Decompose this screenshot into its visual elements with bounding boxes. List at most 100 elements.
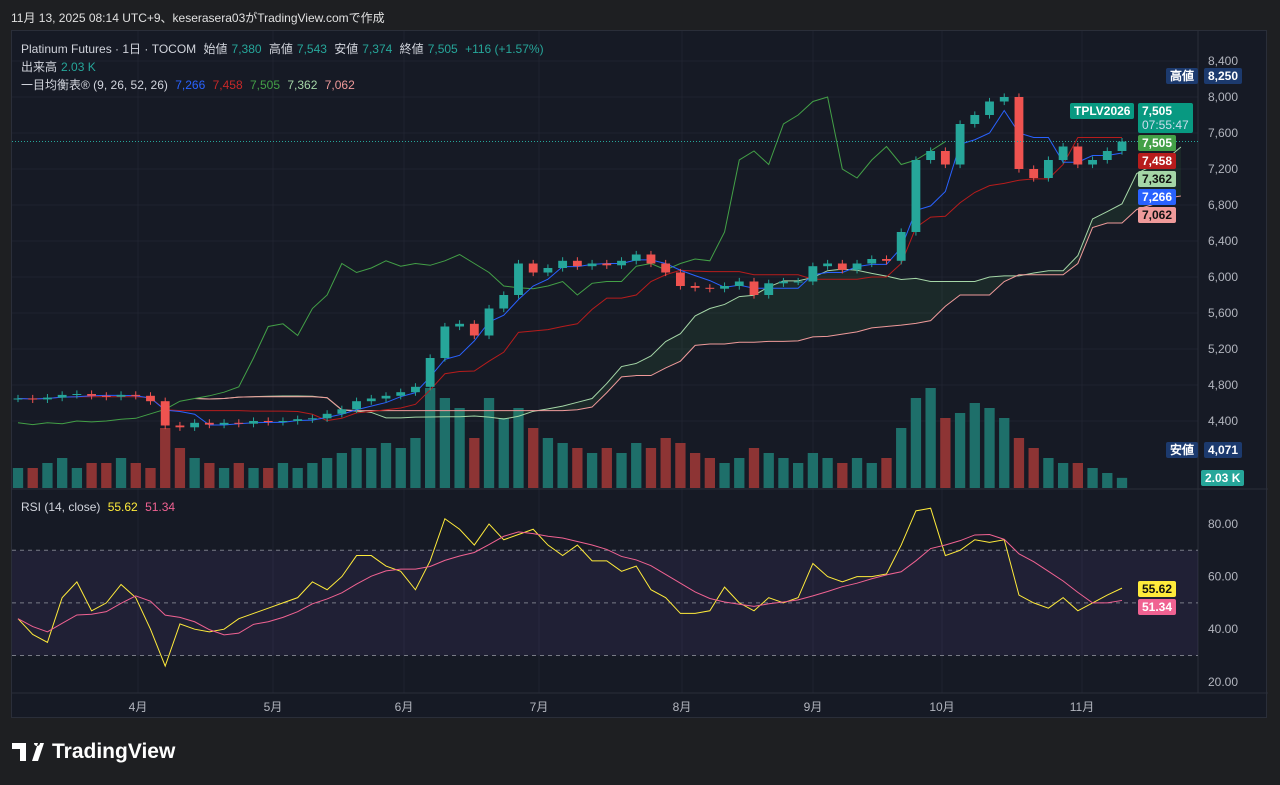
kijun-sen-line (17, 137, 1122, 422)
candle-body (116, 394, 126, 397)
volume-bar (204, 463, 215, 488)
volume-bar (130, 463, 141, 488)
volume-bar (734, 458, 745, 488)
rsi-tag: 55.62 (1138, 581, 1177, 597)
volume-bar (189, 458, 200, 488)
candle-body (587, 263, 597, 267)
volume-bar (675, 443, 686, 488)
volume-bar (1057, 463, 1069, 488)
candle-body (366, 398, 376, 402)
bar-countdown: 07:55:47 (1142, 118, 1189, 132)
volume-label[interactable]: 出来高 (21, 60, 58, 74)
volume-bar (57, 458, 68, 488)
volume-bar (469, 438, 480, 488)
tenkan-tag: 7,266 (1138, 189, 1177, 205)
candle-body (425, 358, 435, 387)
candle-body (631, 254, 641, 261)
time-tick-label: 11月 (1070, 700, 1094, 714)
time-tick-label: 4月 (129, 700, 148, 714)
candle-body (469, 323, 479, 336)
time-tick-label: 6月 (395, 700, 414, 714)
volume-bar (660, 438, 671, 488)
kijun-value: 7,458 (212, 78, 243, 92)
volume-bar (292, 468, 303, 488)
chart-panel[interactable]: 8,400 8,000 7,600 7,200 6,800 6,400 6,000 5,600… (11, 30, 1268, 719)
candle-body (1014, 97, 1024, 169)
chikou-tag: 7,505 (1138, 135, 1177, 151)
volume-bar (513, 408, 524, 488)
candle-body (970, 115, 980, 124)
candle-body (867, 259, 877, 264)
volume-bar (719, 463, 730, 488)
tradingview-logo-icon (12, 743, 44, 761)
candle-body (131, 394, 141, 396)
tradingview-logo[interactable]: TradingView (12, 740, 175, 764)
volume-value: 2.03 K (61, 60, 96, 74)
volume-bar (748, 448, 760, 488)
symbol-title[interactable]: Platinum Futures · 1日 · TOCOM (21, 42, 197, 56)
low-value: 7,374 (362, 42, 393, 56)
open-label: 始値 (203, 42, 228, 56)
candle-body (381, 395, 391, 399)
candle-body (837, 263, 847, 270)
volume-bar (483, 398, 495, 488)
volume-bar (601, 448, 612, 488)
candle-body (175, 425, 185, 428)
senkou-span-b-line (194, 195, 1181, 412)
close-value: 7,505 (427, 42, 458, 56)
chart-canvas[interactable]: 8,400 8,000 7,600 7,200 6,800 6,400 6,000 5,600… (12, 31, 1268, 719)
span-b-tag: 7,062 (1138, 207, 1177, 223)
volume-bar (454, 408, 465, 488)
candle-body (999, 97, 1009, 102)
candle-body (263, 421, 273, 422)
volume-bar (778, 458, 789, 488)
candle-body (1117, 141, 1127, 151)
volume-bar (380, 443, 392, 488)
rsi-tick-label: 80.00 (1208, 517, 1238, 531)
candle-body (352, 401, 361, 410)
candle-body (234, 422, 244, 424)
rsi-tick-label: 20.00 (1208, 675, 1238, 689)
candle-body (396, 392, 406, 396)
low-tag: 4,071 (1204, 442, 1243, 458)
volume-bar (940, 418, 951, 488)
candle-body (1058, 146, 1068, 160)
volume-bar (866, 463, 877, 488)
candle-body (572, 260, 582, 267)
volume-bar (218, 468, 230, 488)
candle-body (808, 266, 818, 282)
rsi-label[interactable]: RSI (14, close) (21, 500, 101, 514)
candle-body (57, 394, 67, 398)
volume-bar (1102, 473, 1113, 488)
candle-body (499, 295, 509, 309)
open-value: 7,380 (231, 42, 262, 56)
candle-body (558, 260, 568, 268)
time-tick-label: 5月 (264, 700, 283, 714)
candle-body (764, 283, 774, 295)
candle-body (307, 418, 317, 420)
volume-bar (645, 448, 657, 488)
ichimoku-label[interactable]: 一目均衡表® (9, 26, 52, 26) (21, 78, 168, 92)
time-tick-label: 9月 (804, 700, 823, 714)
volume-bar (851, 458, 863, 488)
logo-text: TradingView (52, 740, 176, 763)
candle-body (720, 286, 729, 289)
candle-body (705, 287, 715, 289)
volume-bar (542, 438, 554, 488)
volume-bar (248, 468, 259, 488)
last-price-tag: 7,505 07:55:47 (1138, 103, 1193, 133)
candle-body (617, 260, 626, 266)
candle-body (484, 308, 494, 336)
chart-caption: 11月 13, 2025 08:14 UTC+9、keserasera03がTr… (11, 11, 385, 25)
ichimoku-cloud (194, 146, 1181, 419)
candle-body (337, 409, 347, 414)
candle-body (1088, 160, 1097, 165)
volume-bar (763, 453, 774, 488)
rsi-ma-line (17, 531, 1123, 636)
candle-body (690, 286, 700, 288)
volume-bar (233, 463, 244, 488)
candle-body (646, 254, 656, 264)
candle-body (87, 394, 97, 396)
volume-legend: 出来高 2.03 K (21, 58, 100, 75)
volume-bar (837, 463, 848, 488)
